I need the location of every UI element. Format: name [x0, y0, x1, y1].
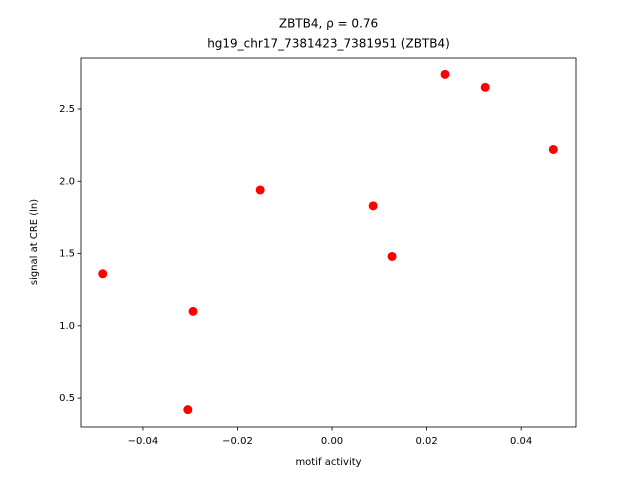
point: [368, 201, 378, 211]
point: [440, 69, 450, 79]
x-tick-label: 0.00: [321, 436, 343, 447]
point: [183, 405, 193, 415]
plot-frame: [80, 57, 577, 428]
chart-subtitle: hg19_chr17_7381423_7381951 (ZBTB4): [207, 37, 450, 51]
x-axis-label: motif activity: [295, 457, 361, 468]
point: [480, 82, 490, 92]
point: [188, 306, 198, 316]
chart-title: ZBTB4, ρ = 0.76: [279, 17, 378, 31]
y-tick-label: 2.5: [59, 104, 75, 115]
point: [387, 251, 397, 261]
y-tick-label: 1.5: [59, 249, 75, 260]
point: [255, 185, 265, 195]
x-tick-label: 0.04: [510, 436, 532, 447]
y-tick-label: 0.5: [59, 393, 75, 404]
y-tick-label: 1.0: [59, 321, 75, 332]
point: [548, 144, 558, 154]
x-tick-label: 0.02: [415, 436, 437, 447]
x-tick-label: −0.04: [128, 436, 159, 447]
point: [98, 269, 108, 279]
y-axis-label: signal at CRE (ln): [29, 199, 40, 285]
x-tick-label: −0.02: [222, 436, 253, 447]
y-tick-label: 2.0: [59, 176, 75, 187]
